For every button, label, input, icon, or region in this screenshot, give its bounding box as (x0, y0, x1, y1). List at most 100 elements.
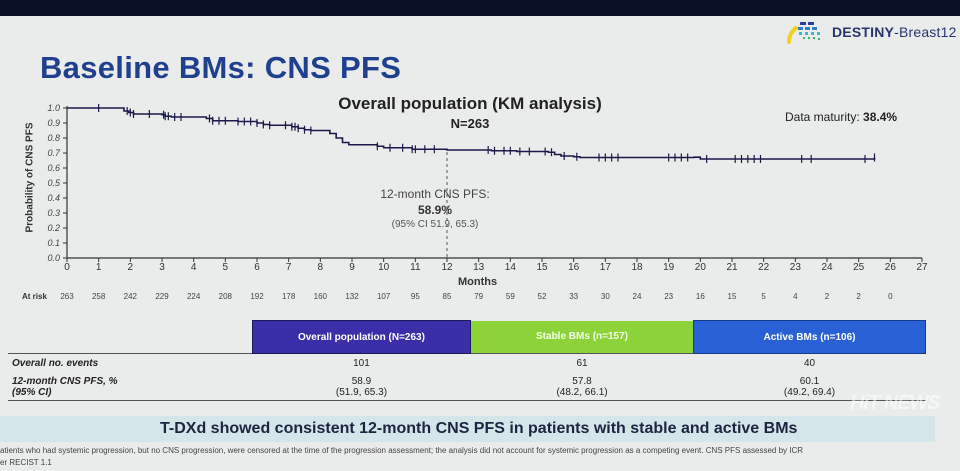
y-tick-label: 0.2 (47, 222, 60, 233)
header-empty (8, 321, 252, 354)
x-tick-label: 14 (504, 262, 516, 273)
x-tick-label: 15 (536, 262, 548, 273)
x-axis-label: Months (458, 276, 498, 288)
x-tick-label: 0 (64, 262, 70, 273)
at-risk-label: At risk (22, 292, 47, 301)
y-tick-label: 0.6 (47, 162, 60, 173)
at-risk-value: 2 (856, 292, 861, 301)
at-risk-value: 263 (60, 292, 74, 301)
at-risk-value: 192 (250, 292, 264, 301)
x-tick-label: 24 (821, 262, 833, 273)
at-risk-value: 4 (793, 292, 798, 301)
logo-text: DESTINY-Breast12 (832, 24, 957, 40)
x-tick-label: 1 (95, 262, 102, 273)
conclusion-banner (0, 416, 935, 442)
pfs-overall: 58.9 (51.9, 65.3) (252, 370, 471, 401)
at-risk-value: 24 (632, 292, 642, 301)
at-risk-value: 30 (600, 292, 610, 301)
data-maturity-label: Data maturity: (785, 110, 860, 124)
x-tick-label: 5 (222, 262, 229, 273)
at-risk-value: 2 (824, 292, 830, 301)
row-label-pfs: 12-month CNS PFS, % (95% CI) (8, 370, 253, 401)
at-risk-value: 224 (186, 292, 201, 301)
annotation-line1: 12-month CNS PFS: (380, 187, 490, 201)
y-tick-label: 0.7 (47, 147, 60, 158)
y-tick-label: 1.0 (47, 102, 60, 113)
x-tick-label: 10 (378, 262, 390, 273)
y-tick-label: 0.1 (47, 237, 60, 248)
header-overall-population: Overall population (N=263) (251, 320, 472, 354)
x-tick-label: 17 (599, 262, 611, 273)
y-tick-label: 0.9 (47, 117, 60, 128)
annotation-line3: (95% CI 51.9, 65.3) (391, 219, 479, 230)
summary-table: Overall population (N=263) Stable BMs (n… (8, 320, 926, 401)
x-tick-label: 20 (694, 262, 706, 273)
at-risk-value: 33 (569, 292, 579, 301)
x-tick-label: 25 (853, 262, 865, 273)
annotation-12-month: 12-month CNS PFS: 58.9% (95% CI 51.9, 65… (360, 187, 510, 230)
chart-subtitle: N=263 (450, 116, 490, 131)
y-tick-label: 0.8 (47, 132, 60, 143)
footnote-2: er RECIST 1.1 (0, 458, 52, 467)
at-risk-value: 0 (888, 292, 893, 301)
x-tick-label: 6 (254, 262, 260, 273)
slide-title: Baseline BMs: CNS PFS (40, 50, 402, 85)
events-stable: 61 (470, 353, 694, 370)
x-tick-label: 11 (410, 262, 421, 273)
header-active-bms: Active BMs (n=106) (693, 320, 926, 354)
at-risk-value: 178 (281, 292, 296, 301)
watermark: HiT NEWS (850, 392, 941, 414)
x-tick-label: 23 (789, 262, 801, 273)
annotation-line2: 58.9% (417, 203, 453, 217)
pfs-overall-value: 58.9 (351, 376, 372, 387)
pfs-stable-ci: (48.2, 66.1) (556, 387, 608, 398)
at-risk-value: 107 (376, 292, 391, 301)
at-risk-value: 15 (727, 292, 737, 301)
at-risk-value: 208 (218, 292, 233, 301)
x-tick-label: 9 (349, 262, 355, 273)
at-risk-value: 242 (123, 292, 138, 301)
y-tick-label: 0.4 (47, 192, 60, 203)
x-tick-label: 27 (916, 262, 928, 273)
at-risk-value: 16 (695, 292, 705, 301)
row-label-pfs-main: 12-month CNS PFS, % (12, 376, 118, 387)
x-tick-label: 22 (758, 262, 770, 273)
at-risk-value: 160 (313, 292, 328, 301)
chart-title: Overall population (KM analysis) (338, 94, 602, 113)
y-tick-label: 0.3 (47, 207, 60, 218)
y-tick-label: 0.0 (47, 252, 60, 263)
header-stable-bms: Stable BMs (n=157) (470, 320, 694, 354)
destiny-breast12-logo: DESTINY-Breast12 (786, 20, 957, 44)
events-overall: 101 (252, 353, 471, 370)
pfs-stable: 57.8 (48.2, 66.1) (470, 370, 694, 401)
x-tick-label: 8 (317, 262, 324, 273)
x-tick-label: 13 (473, 262, 485, 273)
table-row: 12-month CNS PFS, % (95% CI) 58.9 (51.9,… (8, 370, 926, 401)
summary-header-row: Overall population (N=263) Stable BMs (n… (8, 320, 926, 354)
data-maturity-value: 38.4% (863, 110, 898, 124)
x-tick-label: 16 (568, 262, 580, 273)
events-active: 40 (693, 353, 926, 370)
at-risk-value: 5 (761, 292, 766, 301)
data-maturity: Data maturity: 38.4% (785, 110, 897, 124)
at-risk-value: 23 (664, 292, 674, 301)
x-tick-label: 12 (441, 262, 453, 273)
pfs-overall-ci: (51.9, 65.3) (335, 387, 388, 398)
x-tick-label: 26 (884, 262, 896, 273)
at-risk-value: 132 (345, 292, 359, 301)
at-risk-value: 85 (442, 292, 452, 301)
x-tick-label: 21 (726, 262, 738, 273)
conclusion-text: T-DXd showed consistent 12-month CNS PFS… (160, 420, 798, 437)
row-label-pfs-ci: (95% CI) (12, 387, 52, 398)
x-tick-label: 7 (285, 262, 292, 273)
at-risk-value: 229 (155, 292, 169, 301)
pfs-active-value: 60.1 (799, 376, 820, 387)
footnote-1: atients who had systemic progression, bu… (0, 446, 804, 455)
x-tick-label: 4 (190, 262, 197, 273)
x-tick-label: 3 (159, 262, 165, 273)
pfs-active-ci: (49.2, 69.4) (783, 387, 836, 398)
x-tick-label: 18 (631, 262, 643, 273)
x-tick-label: 19 (663, 262, 675, 273)
x-tick-label: 2 (127, 262, 134, 273)
